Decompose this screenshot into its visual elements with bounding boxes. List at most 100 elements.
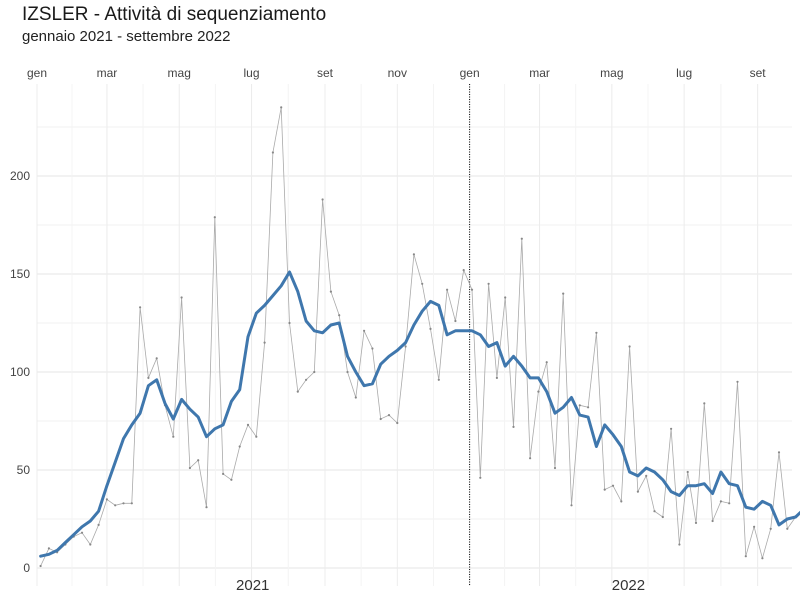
- weekly-point: [222, 472, 225, 475]
- weekly-point: [421, 282, 424, 285]
- weekly-point: [396, 421, 399, 425]
- weekly-point: [139, 306, 142, 309]
- weekly-point: [180, 296, 183, 299]
- weekly-point: [479, 476, 482, 479]
- weekly-point: [271, 151, 274, 154]
- weekly-point: [454, 319, 457, 323]
- weekly-point: [786, 527, 789, 530]
- weekly-point: [205, 506, 208, 509]
- y-tick-label-150: 150: [10, 267, 30, 281]
- x-tick-label-7: mar: [529, 66, 550, 80]
- weekly-point: [603, 488, 606, 491]
- weekly-point: [736, 380, 739, 383]
- weekly-point: [578, 404, 581, 407]
- weekly-point: [354, 396, 357, 399]
- weekly-point: [39, 564, 42, 568]
- weekly-point: [470, 288, 474, 291]
- x-tick-label-0: gen: [27, 66, 47, 80]
- weekly-point: [155, 357, 158, 360]
- x-tick-label-4: set: [317, 66, 334, 80]
- weekly-point: [529, 457, 532, 460]
- weekly-point: [562, 292, 565, 295]
- x-tick-label-9: lug: [676, 66, 692, 80]
- weekly-point: [703, 402, 706, 405]
- weekly-point: [280, 106, 283, 109]
- weekly-point: [371, 347, 374, 350]
- weekly-point: [296, 390, 299, 393]
- weekly-point: [313, 370, 316, 374]
- weekly-point: [363, 329, 366, 332]
- weekly-point: [495, 376, 498, 379]
- y-tick-label-100: 100: [10, 365, 30, 379]
- weekly-point: [761, 557, 764, 560]
- x-tick-label-10: set: [750, 66, 767, 80]
- weekly-point: [628, 345, 631, 348]
- weekly-point: [719, 500, 723, 503]
- weekly-point: [769, 527, 772, 530]
- weekly-point: [130, 502, 133, 505]
- weekly-point: [246, 423, 250, 426]
- weekly-point: [537, 390, 540, 393]
- weekly-point: [263, 341, 266, 344]
- weekly-point: [587, 406, 590, 409]
- weekly-point: [122, 502, 125, 505]
- weekly-point: [670, 427, 673, 430]
- weekly-point: [329, 290, 332, 293]
- weekly-point: [487, 282, 490, 285]
- weekly-point: [611, 484, 615, 487]
- weekly-point: [753, 525, 756, 528]
- weekly-point: [412, 253, 415, 256]
- x-tick-label-5: nov: [388, 66, 407, 80]
- y-tick-label-0: 0: [23, 561, 30, 575]
- x-tick-label-2: mag: [168, 66, 191, 80]
- weekly-point: [711, 519, 714, 523]
- weekly-point: [728, 502, 731, 505]
- weekly-point: [305, 378, 308, 381]
- weekly-point: [379, 417, 382, 421]
- weekly-point: [504, 296, 507, 299]
- weekly-point: [620, 500, 623, 503]
- weekly-point: [147, 376, 150, 379]
- x-tick-label-3: lug: [244, 66, 260, 80]
- weekly-point: [230, 478, 233, 481]
- weekly-point: [213, 216, 216, 219]
- y-tick-label-200: 200: [10, 169, 30, 183]
- weekly-point: [47, 547, 51, 550]
- x-tick-label-6: gen: [460, 66, 480, 80]
- weekly-point: [553, 466, 557, 470]
- weekly-point: [595, 331, 598, 334]
- weekly-point: [777, 451, 781, 454]
- weekly-point: [346, 370, 349, 374]
- weekly-point: [545, 361, 548, 364]
- weekly-point: [114, 504, 117, 507]
- weekly-point: [255, 435, 258, 438]
- weekly-point: [429, 327, 432, 330]
- weekly-point: [338, 314, 341, 317]
- weekly-point: [97, 523, 100, 527]
- weekly-point: [197, 459, 200, 462]
- weekly-point: [288, 321, 291, 325]
- weekly-point: [80, 531, 84, 534]
- weekly-point: [462, 269, 465, 272]
- weekly-point: [188, 466, 191, 470]
- weekly-point: [653, 510, 656, 513]
- weekly-point: [387, 414, 391, 417]
- weekly-series-line: [40, 107, 796, 567]
- weekly-point: [446, 288, 449, 291]
- weekly-point: [238, 445, 241, 448]
- weekly-point: [404, 345, 407, 348]
- year-label-2022: 2022: [612, 577, 645, 594]
- year-label-2021: 2021: [236, 577, 269, 594]
- chart-title: IZSLER - Attività di sequenziamento: [22, 4, 327, 25]
- weekly-point: [172, 435, 175, 438]
- weekly-point: [570, 504, 573, 507]
- weekly-point: [686, 470, 689, 474]
- weekly-point: [321, 198, 324, 201]
- weekly-point: [437, 378, 440, 381]
- weekly-point: [520, 237, 523, 240]
- weekly-point: [105, 498, 108, 501]
- weekly-point: [661, 515, 664, 519]
- weekly-point: [645, 474, 648, 477]
